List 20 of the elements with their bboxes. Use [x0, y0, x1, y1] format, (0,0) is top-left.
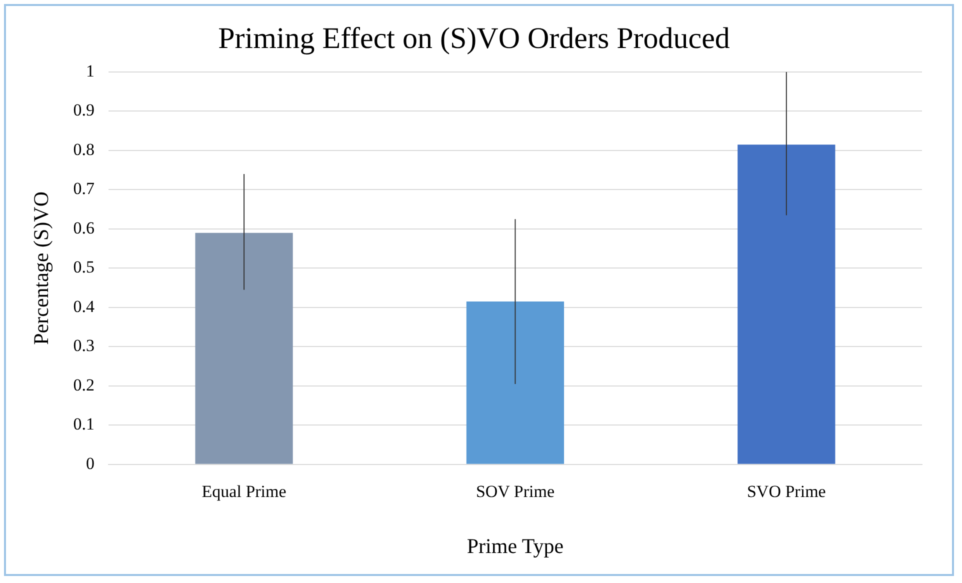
y-axis-title: Percentage (S)VO [29, 192, 54, 345]
y-tick-label: 0.6 [73, 218, 94, 238]
y-tick-label: 0.7 [73, 179, 95, 198]
bar [738, 144, 836, 464]
y-tick-label: 0.2 [73, 375, 94, 394]
bar [195, 232, 293, 464]
y-tick-label: 1 [86, 61, 94, 80]
chart-title: Priming Effect on (S)VO Orders Produced [218, 22, 730, 55]
y-tick-label: 0.1 [73, 414, 94, 434]
y-tick-label: 0.3 [73, 336, 94, 356]
y-tick-label: 0.5 [73, 258, 94, 277]
y-tick-label: 0 [86, 454, 94, 473]
x-axis-title: Prime Type [466, 534, 564, 558]
x-tick-label: Equal Prime [202, 482, 286, 502]
x-tick-label: SOV Prime [476, 482, 555, 502]
x-tick-label: SVO Prime [746, 482, 826, 502]
y-tick-label: 0.4 [73, 296, 95, 316]
y-tick-label: 0.8 [73, 140, 94, 159]
bar [466, 302, 564, 464]
y-tick-label: 0.9 [73, 100, 94, 120]
